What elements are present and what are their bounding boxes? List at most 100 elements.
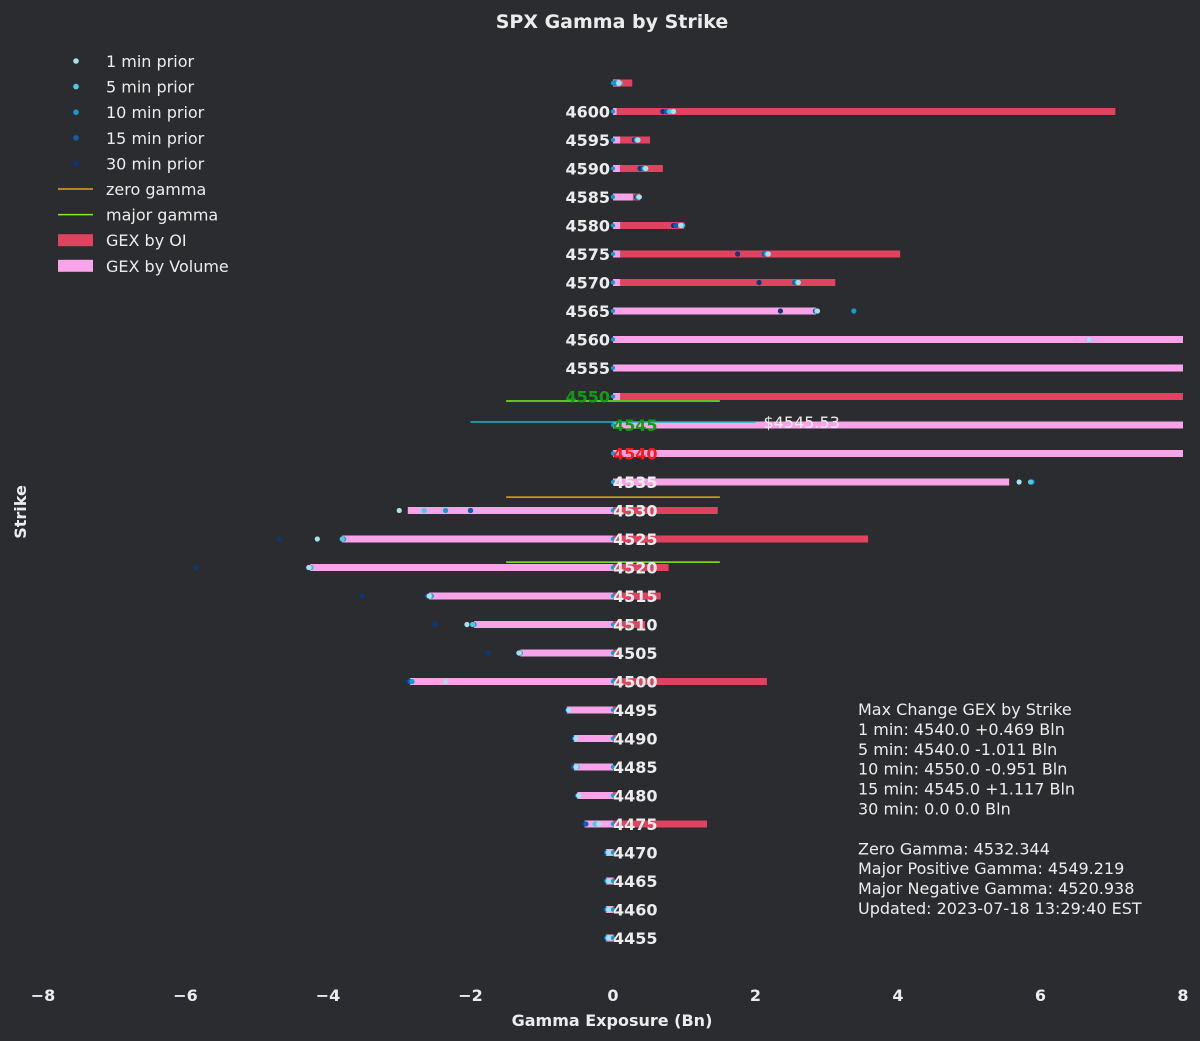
prior-dot — [470, 621, 476, 628]
prior-dot — [359, 593, 365, 599]
prior-dot — [1027, 479, 1034, 485]
prior-dot — [606, 906, 612, 913]
oi-bar — [613, 649, 621, 657]
volume-bar — [573, 735, 613, 742]
volume-bar — [613, 222, 621, 229]
prior-dot — [516, 650, 522, 656]
y-axis-label: Strike — [11, 485, 30, 539]
volume-bar — [613, 193, 633, 201]
prior-dot — [756, 279, 762, 286]
x-tick-label: 4 — [892, 986, 903, 1005]
strike-label: 4485 — [613, 758, 658, 777]
origin-dot — [610, 736, 616, 741]
legend-label: 30 min prior — [106, 154, 205, 173]
oi-bar — [613, 136, 651, 144]
prior-dot — [339, 536, 345, 542]
origin-dot — [610, 878, 616, 884]
prior-dot — [606, 849, 612, 856]
strike-label: 4500 — [613, 673, 658, 692]
prior-dot — [409, 678, 415, 685]
strike-label: 4460 — [613, 901, 658, 920]
strike-labels-layer: 4600 4595 4590 4585 4580 4575 4570 4565 4560 4555… — [565, 103, 657, 949]
prior-dot — [442, 507, 449, 514]
origin-dot — [610, 137, 616, 143]
strike-label: 4600 — [565, 103, 610, 122]
x-tick-label: −8 — [31, 986, 56, 1005]
info-line: Max Change GEX by Strike — [858, 700, 1072, 719]
prior-dot — [566, 707, 572, 713]
strike-label: 4555 — [565, 359, 610, 378]
strike-label: 4480 — [613, 787, 658, 806]
oi-bar — [613, 564, 669, 571]
info-line: 10 min: 4550.0 -0.951 Bln — [858, 760, 1067, 779]
strike-label: 4540 — [613, 445, 658, 464]
x-tick-label: −4 — [316, 986, 341, 1005]
prior-dot — [670, 108, 677, 115]
strike-label: 4520 — [613, 559, 658, 578]
origin-dot — [610, 80, 616, 86]
prior-dot — [667, 108, 673, 115]
prior-dot — [795, 279, 801, 286]
origin-dot — [610, 308, 616, 314]
legend-marker — [73, 109, 79, 115]
strike-label: 4570 — [565, 274, 610, 293]
strike-label: 4545 — [613, 416, 658, 435]
volume-bar — [613, 250, 621, 258]
legend-marker — [58, 259, 93, 272]
info-line: 15 min: 4545.0 +1.117 Bln — [858, 780, 1075, 799]
oi-bar — [613, 108, 1116, 115]
oi-bar — [613, 592, 661, 600]
origin-dot — [610, 850, 616, 855]
volume-bar — [613, 136, 621, 144]
origin-dot — [610, 536, 616, 542]
prior-dot — [660, 108, 666, 115]
volume-bar — [474, 621, 613, 628]
volume-bar — [613, 450, 1183, 457]
origin-dot — [610, 109, 616, 114]
legend-marker — [73, 83, 79, 90]
dots-layer — [193, 80, 1092, 941]
prior-dot — [1086, 336, 1092, 343]
strike-label: 4475 — [613, 815, 658, 834]
prior-dot — [777, 308, 784, 314]
volume-bar — [310, 564, 613, 571]
prior-dot — [596, 821, 602, 827]
x-axis-label: Gamma Exposure (Bn) — [512, 1011, 713, 1030]
prior-dot — [485, 650, 491, 656]
origin-dot — [610, 565, 616, 570]
prior-dot — [735, 251, 741, 257]
strike-label: 4585 — [565, 188, 610, 207]
volume-bar — [566, 706, 613, 714]
volume-bar — [573, 763, 613, 771]
strike-label: 4525 — [613, 530, 658, 549]
origin-dot — [610, 337, 616, 342]
strike-label: 4515 — [613, 587, 658, 606]
strike-label: 4550 — [565, 388, 610, 407]
origin-dot — [610, 593, 616, 599]
origin-dot — [610, 223, 616, 228]
info-line: 30 min: 0.0 0.0 Bln — [858, 800, 1011, 819]
x-tick-label: −2 — [458, 986, 483, 1005]
legend-marker — [73, 160, 79, 167]
x-tick-label: 2 — [750, 986, 761, 1005]
strike-label: 4535 — [613, 473, 658, 492]
legend: 1 min prior 5 min prior 10 min prior 15 min… — [58, 52, 229, 276]
legend-marker — [58, 234, 93, 247]
origin-dot — [610, 166, 616, 171]
legend-label: 10 min prior — [106, 103, 205, 122]
volume-bar — [407, 507, 613, 514]
legend-label: 1 min prior — [106, 52, 194, 71]
legend-label: major gamma — [106, 206, 218, 225]
volume-bar — [613, 364, 1183, 372]
origin-dot — [610, 793, 616, 798]
legend-label: 15 min prior — [106, 129, 205, 148]
strike-label: 4575 — [565, 245, 610, 264]
prior-dot — [673, 222, 679, 229]
oi-bar — [613, 507, 718, 514]
origin-dot — [610, 422, 616, 428]
info-line: Zero Gamma: 4532.344 — [858, 839, 1050, 858]
strike-label: 4510 — [613, 616, 658, 635]
origin-dot — [610, 650, 616, 656]
origin-dot — [610, 935, 616, 941]
